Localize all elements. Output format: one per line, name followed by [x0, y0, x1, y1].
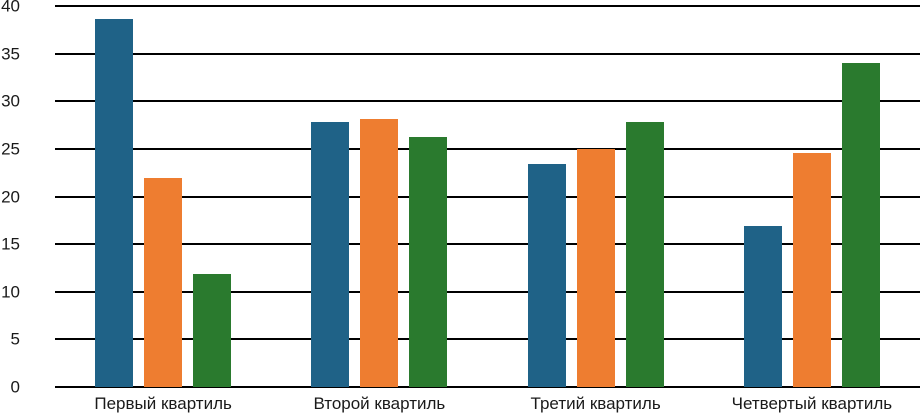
bar-series2-cat3	[576, 148, 615, 387]
gridline	[55, 195, 920, 198]
gridline	[55, 338, 920, 341]
gridline	[55, 52, 920, 55]
y-tick-label: 0	[10, 377, 20, 397]
bar-series3-cat2	[409, 136, 448, 387]
bar-series2-cat1	[144, 178, 183, 387]
bar-series1-cat3	[527, 164, 566, 387]
gridline	[55, 290, 920, 293]
y-tick-label: 35	[1, 44, 20, 64]
gridline	[55, 243, 920, 246]
bar-group-4	[704, 6, 920, 387]
bar-groups	[55, 6, 920, 387]
plot-area	[55, 5, 920, 388]
x-category-label: Третий квартиль	[530, 394, 661, 413]
bar-series1-cat2	[311, 122, 350, 387]
x-category-label: Четвертый квартиль	[731, 394, 893, 413]
y-tick-label: 25	[1, 139, 20, 159]
y-axis: 40 35 30 25 20 15 10 5 0	[0, 0, 20, 396]
bar-group-2	[271, 6, 487, 387]
gridline	[55, 386, 920, 388]
bar-series1-cat1	[95, 19, 134, 387]
y-tick-label: 15	[1, 234, 20, 254]
gridline	[55, 5, 920, 7]
y-tick-label: 5	[10, 329, 20, 349]
bar-series2-cat4	[792, 152, 831, 387]
y-tick-label: 10	[1, 282, 20, 302]
x-axis: Первый квартиль Второй квартиль Третий ква…	[55, 391, 920, 417]
x-category-label: Второй квартиль	[313, 394, 446, 413]
gridline	[55, 100, 920, 103]
bar-series1-cat4	[743, 226, 782, 387]
y-tick-label: 40	[1, 0, 20, 16]
gridline	[55, 147, 920, 150]
bar-group-3	[488, 6, 704, 387]
bar-group-1	[55, 6, 271, 387]
x-category-label: Первый квартиль	[94, 394, 232, 413]
y-tick-label: 20	[1, 187, 20, 206]
bar-series3-cat3	[625, 122, 664, 387]
y-tick-label: 30	[1, 91, 20, 111]
bar-series3-cat4	[841, 63, 880, 387]
bar-series2-cat2	[360, 119, 399, 387]
bar-series3-cat1	[193, 273, 232, 387]
